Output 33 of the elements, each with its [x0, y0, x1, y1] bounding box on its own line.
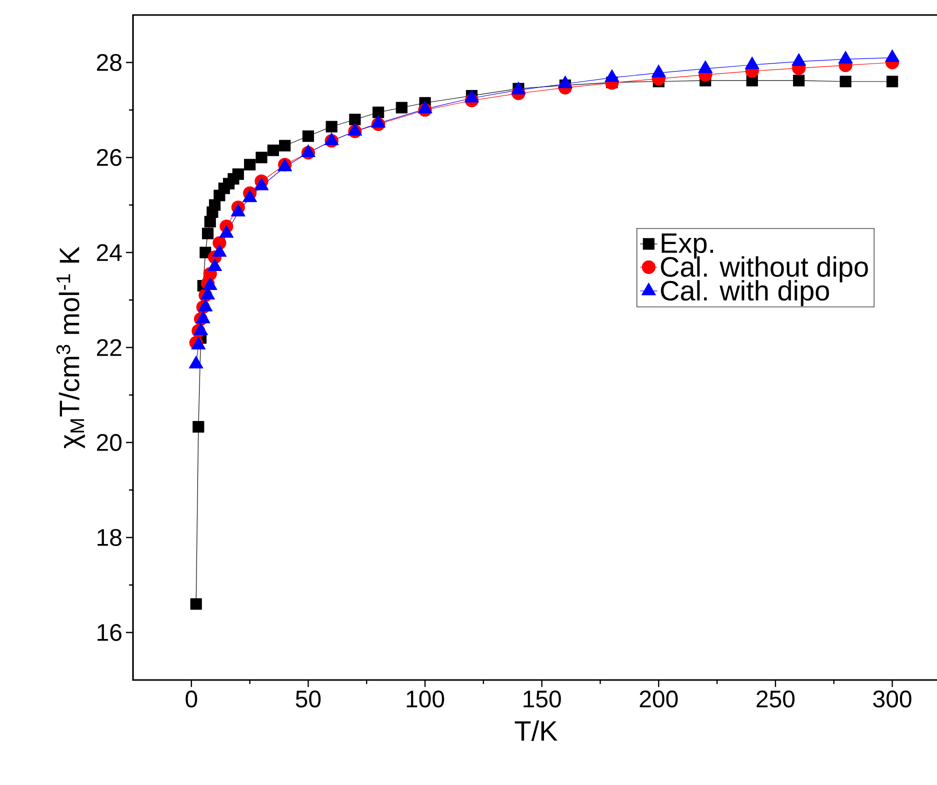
y-axis-title: χ$_{M}$T/cm$^{3}$ mol$^{-1}$ K — [56, 246, 85, 448]
y-tick-label: 26 — [96, 149, 122, 166]
point — [840, 76, 852, 88]
y-tick-label: 24 — [96, 244, 122, 261]
point — [232, 168, 244, 180]
point — [326, 120, 338, 132]
y-tick-label: 22 — [96, 339, 122, 356]
x-tick-label: 250 — [756, 690, 795, 708]
point — [793, 74, 805, 86]
point — [886, 76, 898, 88]
point — [244, 158, 256, 170]
y-tick-label: 20 — [96, 434, 122, 451]
x-tick-label: 0 — [186, 690, 198, 708]
x-axis-title: T/K — [514, 720, 558, 741]
x-tick-label: 200 — [640, 690, 678, 708]
point — [192, 421, 204, 433]
y-tick-label: 16 — [98, 624, 122, 641]
point — [190, 598, 202, 610]
x-tick-label: 50 — [296, 690, 321, 708]
y-tick-label: 18 — [98, 529, 122, 546]
x-tick-label: 150 — [524, 690, 561, 708]
point — [202, 228, 214, 240]
x-tick-label: 300 — [873, 690, 912, 708]
y-tick-label: 28 — [96, 54, 122, 71]
point — [372, 106, 384, 118]
point — [256, 152, 268, 164]
point — [349, 114, 361, 126]
point — [279, 140, 291, 152]
point — [396, 102, 408, 114]
point — [302, 130, 314, 142]
legend-label: Cal. with dipo — [660, 280, 829, 306]
point — [267, 144, 279, 156]
x-tick-label: 100 — [406, 690, 444, 708]
